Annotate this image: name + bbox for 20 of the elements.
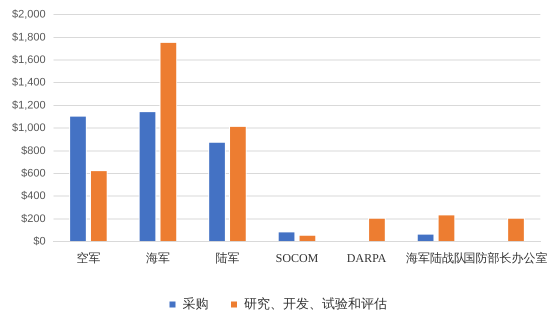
x-tick-label: 空军 <box>76 250 100 265</box>
y-tick-label: $400 <box>21 190 46 202</box>
y-tick-label: $1,800 <box>12 31 46 44</box>
y-tick-label: $800 <box>21 144 46 157</box>
legend-label: 研究、开发、试验和评估 <box>244 296 387 311</box>
y-tick-label: $1,600 <box>12 54 46 66</box>
y-tick-label: $1,000 <box>12 122 46 134</box>
y-tick-label: $2,000 <box>12 8 46 21</box>
x-tick-label: 陆军 <box>215 250 240 265</box>
y-tick-label: $200 <box>21 212 46 225</box>
x-tick-label: 海军 <box>146 250 170 265</box>
y-tick-label: $0 <box>33 236 46 248</box>
x-tick-label: DARPA <box>346 250 387 265</box>
x-tick-label: 国防部长办公室 <box>464 250 548 265</box>
x-tick-label: 海军陆战队 <box>406 250 466 265</box>
y-tick-label: $1,200 <box>12 99 46 112</box>
legend-label: 采购 <box>182 296 208 311</box>
y-tick-label: $600 <box>21 168 46 180</box>
y-tick-label: $1,400 <box>12 76 46 89</box>
x-tick-label: SOCOM <box>276 250 319 265</box>
